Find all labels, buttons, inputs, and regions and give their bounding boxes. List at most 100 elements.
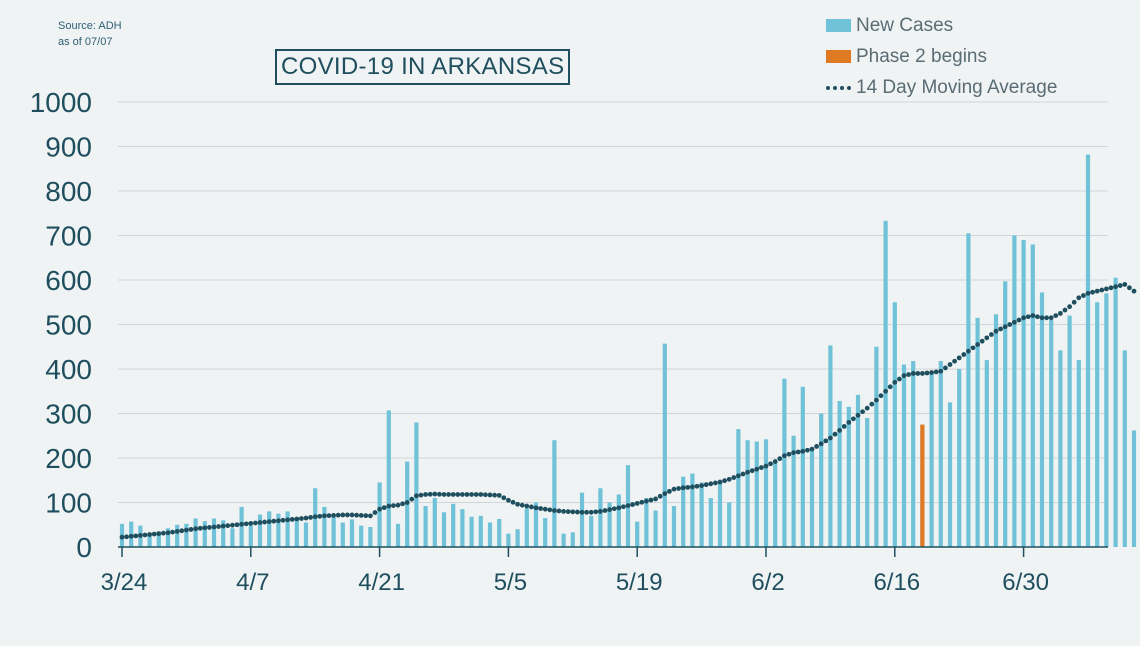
- moving-average-point: [165, 530, 171, 536]
- moving-average-dot: [280, 517, 286, 523]
- moving-average-dot: [510, 499, 516, 505]
- moving-average-point: [818, 441, 824, 447]
- new-cases-bar: [874, 346, 879, 547]
- moving-average-point: [588, 509, 594, 515]
- new-cases-bar: [202, 521, 207, 547]
- new-cases-bar: [690, 473, 695, 547]
- axis-layer: 0 100 200 300 400 500 600 700 800 900 1000 3/24 4/7 4…: [30, 87, 1108, 596]
- moving-average-dot: [860, 409, 865, 415]
- moving-average-point: [266, 519, 272, 525]
- moving-average-dot: [970, 345, 976, 351]
- moving-average-point: [193, 526, 199, 532]
- moving-average-dot: [611, 506, 617, 512]
- moving-average-point: [358, 513, 364, 518]
- new-cases-bar: [165, 528, 171, 547]
- new-cases-bar: [736, 429, 741, 547]
- moving-average-point: [349, 512, 355, 518]
- moving-average-point: [938, 368, 944, 374]
- moving-average-point: [883, 388, 888, 394]
- as-of-label: as of 07/07: [58, 36, 113, 48]
- moving-average-point: [828, 435, 833, 441]
- legend-item-moving-average: 14 Day Moving Average: [826, 72, 1057, 103]
- new-cases-bar: [257, 514, 263, 547]
- moving-average-dot: [142, 532, 148, 538]
- moving-average-point: [837, 428, 842, 433]
- moving-average-point: [680, 485, 686, 491]
- moving-average-dot: [216, 524, 222, 529]
- moving-average-point: [570, 509, 576, 515]
- moving-average-dot: [933, 369, 939, 375]
- moving-average-point: [552, 508, 557, 513]
- new-cases-swatch: [826, 19, 851, 32]
- moving-average-point: [524, 503, 530, 509]
- moving-average-dot: [1108, 285, 1114, 291]
- new-cases-bar: [846, 406, 851, 547]
- legend-item-new-cases: New Cases: [826, 10, 1057, 41]
- moving-average-point: [184, 527, 189, 533]
- moving-average-layer: [119, 282, 1137, 540]
- moving-average-dot: [685, 484, 691, 490]
- phase2-swatch: [826, 50, 851, 63]
- x-tick-label: 5/5: [494, 569, 527, 596]
- moving-average-dot: [768, 461, 773, 467]
- new-cases-bar: [635, 521, 640, 547]
- moving-average-point: [331, 513, 336, 518]
- y-tick-label: 900: [45, 132, 92, 163]
- moving-average-dot: [519, 502, 525, 508]
- new-cases-bar: [497, 518, 502, 547]
- moving-average-dot: [593, 509, 599, 515]
- moving-average-point: [634, 500, 640, 506]
- moving-average-dot: [170, 529, 176, 535]
- moving-average-point: [947, 362, 953, 367]
- new-cases-bar: [681, 476, 686, 547]
- moving-average-point: [598, 509, 603, 514]
- new-cases-bar: [359, 525, 364, 547]
- new-cases-bar: [349, 519, 355, 547]
- new-cases-bar: [386, 410, 391, 547]
- moving-average-point: [322, 513, 327, 519]
- new-cases-bar: [340, 522, 345, 547]
- new-cases-bar: [607, 502, 612, 547]
- y-tick-label: 800: [45, 176, 92, 207]
- new-cases-bar: [285, 511, 290, 547]
- moving-average-dot: [805, 447, 810, 453]
- moving-average-dot: [492, 492, 497, 498]
- moving-average-point: [294, 516, 300, 522]
- new-cases-bar: [331, 516, 336, 547]
- new-cases-bar: [303, 522, 309, 547]
- moving-average-dot: [713, 480, 718, 486]
- moving-average-dot: [271, 518, 277, 524]
- moving-average-dot: [427, 491, 433, 497]
- moving-average-point: [984, 335, 990, 341]
- new-cases-bar: [221, 520, 226, 547]
- moving-average-dot: [869, 401, 875, 407]
- moving-average-dot: [749, 468, 755, 474]
- new-cases-bar: [984, 360, 989, 547]
- new-cases-bar: [708, 498, 713, 547]
- phase2-bar: [920, 424, 925, 547]
- moving-average-point: [579, 509, 585, 515]
- new-cases-bar: [800, 386, 805, 547]
- moving-average-point: [450, 492, 456, 497]
- moving-average-point: [441, 492, 447, 497]
- new-cases-bar: [478, 515, 483, 547]
- moving-average-dot: [703, 482, 709, 488]
- moving-average-point: [147, 532, 153, 537]
- moving-average-dot: [133, 533, 139, 539]
- moving-average-point: [248, 521, 254, 526]
- new-cases-bar: [368, 526, 373, 547]
- new-cases-bar: [395, 523, 401, 547]
- moving-average-dot: [1081, 293, 1086, 298]
- moving-average-point: [892, 379, 898, 385]
- x-tick-label: 6/2: [751, 569, 784, 596]
- moving-average-point: [386, 503, 392, 509]
- y-tick-label: 200: [45, 443, 92, 474]
- new-cases-bar: [267, 511, 272, 547]
- moving-average-dot: [1016, 317, 1022, 323]
- moving-average-point: [726, 476, 732, 482]
- moving-average-point: [754, 466, 760, 472]
- new-cases-bar: [423, 506, 428, 547]
- moving-average-dot: [1035, 314, 1040, 320]
- legend: New Cases Phase 2 begins 14 Day Moving A…: [826, 10, 1057, 103]
- moving-average-dot: [565, 509, 571, 515]
